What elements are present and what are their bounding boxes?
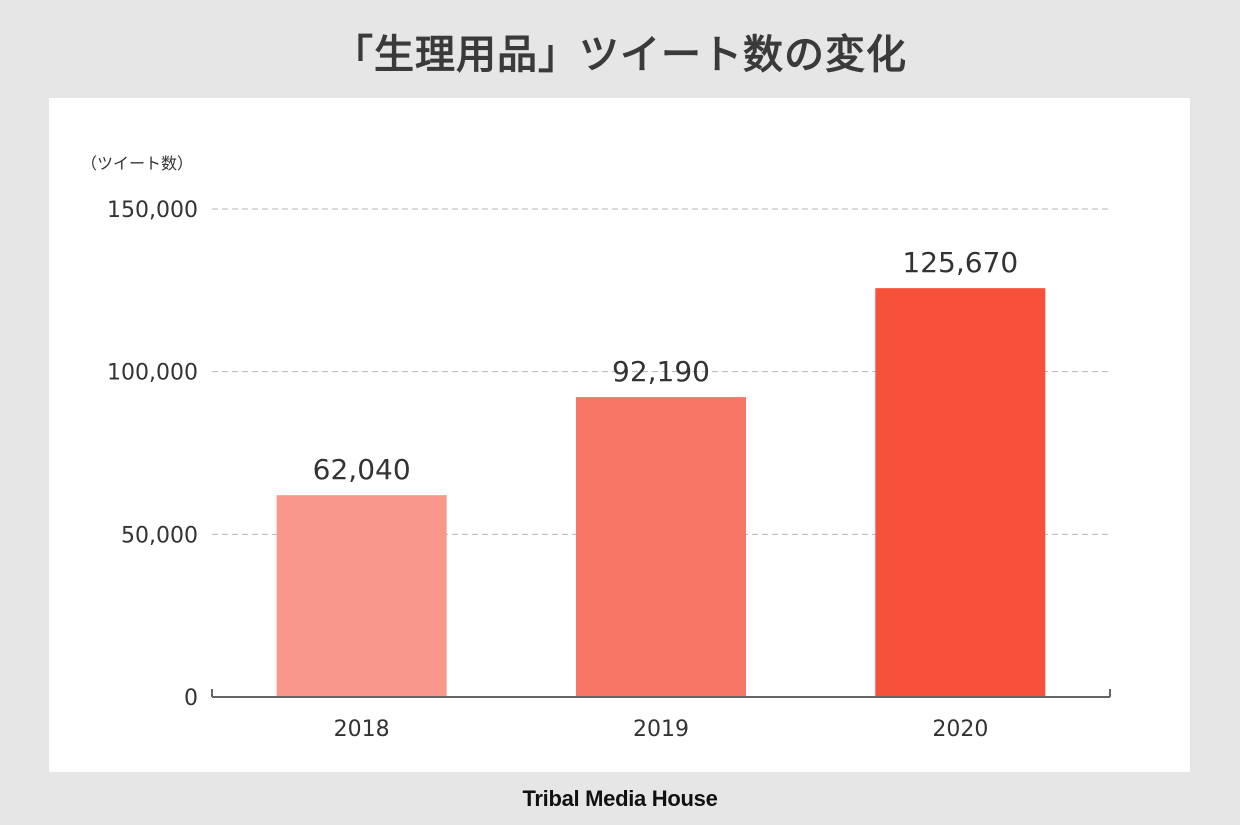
y-tick-label: 50,000 [121,523,198,548]
data-label: 62,040 [313,453,411,486]
data-label: 92,190 [612,355,710,388]
x-tick-label: 2018 [334,717,390,742]
x-tick-label: 2019 [633,717,689,742]
bar-chart: （ツイート数） 0 50,000 100,000 150,000 62,040 2018 92… [81,154,1111,742]
y-tick-label: 100,000 [107,361,198,386]
bar [875,288,1046,697]
brand-footer: Tribal Media House [522,786,718,811]
bar [576,397,746,697]
y-tick-label: 0 [184,686,198,711]
data-label: 125,670 [902,246,1018,279]
y-tick-label: 150,000 [107,198,198,223]
chart-panel: （ツイート数） 0 50,000 100,000 150,000 62,040 2018 92… [49,98,1190,772]
chart-title: 「生理用品」ツイート数の変化 [333,32,907,78]
y-axis-label: （ツイート数） [81,154,193,173]
bar [276,495,447,697]
x-tick-label: 2020 [932,717,988,742]
